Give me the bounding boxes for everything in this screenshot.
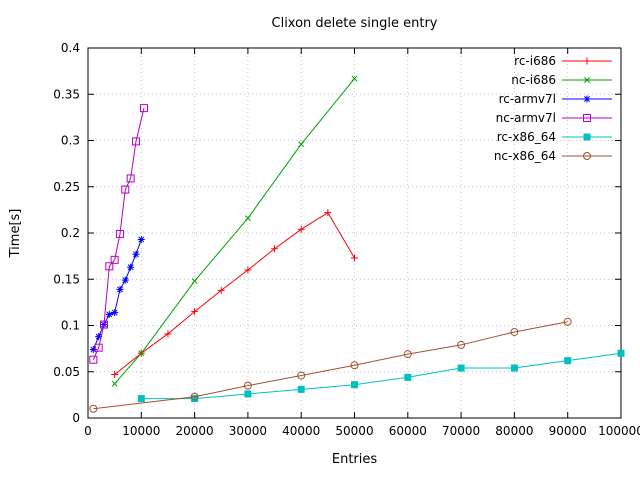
marker-square-filled <box>404 373 412 381</box>
marker-plus <box>351 254 358 262</box>
series-line-rc-i686 <box>114 211 355 375</box>
marker-asterisk <box>132 250 140 258</box>
marker-asterisk <box>89 346 97 354</box>
marker-circle-open <box>457 340 466 349</box>
marker-asterisk <box>95 333 103 341</box>
marker-circle-open <box>297 371 306 380</box>
x-tick-label: 60000 <box>389 424 427 438</box>
chart-title: Clixon delete single entry <box>271 16 438 31</box>
marker-square-filled <box>510 364 518 372</box>
marker-plus <box>583 57 591 65</box>
marker-cross <box>191 278 198 285</box>
marker-plus <box>111 371 119 379</box>
x-tick-label: 0 <box>84 424 92 438</box>
marker-asterisk <box>105 310 113 318</box>
series-line-nc-x86_64 <box>93 321 568 410</box>
legend-label-nc-armv7l: nc-armv7l <box>496 111 556 125</box>
legend-label-nc-x86_64: nc-x86_64 <box>494 149 556 163</box>
marker-plus <box>271 245 279 253</box>
y-tick-label: 0.3 <box>61 134 80 148</box>
series-line-nc-armv7l <box>92 108 145 360</box>
marker-cross <box>244 215 251 222</box>
marker-plus <box>297 225 305 233</box>
y-tick-label: 0.1 <box>61 319 80 333</box>
marker-circle-open <box>403 350 412 359</box>
y-tick-label: 0.2 <box>61 226 80 240</box>
marker-square-filled <box>244 390 252 398</box>
marker-circle-open <box>350 361 359 370</box>
marker-asterisk <box>137 235 145 243</box>
x-tick-label: 80000 <box>495 424 533 438</box>
marker-plus <box>244 266 252 274</box>
marker-plus <box>217 286 225 294</box>
x-tick-label: 10000 <box>122 424 160 438</box>
marker-asterisk <box>116 285 124 293</box>
legend-label-rc-i686: rc-i686 <box>514 54 556 68</box>
marker-asterisk <box>583 95 591 103</box>
marker-square-filled <box>351 381 358 389</box>
marker-circle-open <box>510 327 519 336</box>
marker-cross <box>111 380 118 387</box>
marker-square-filled <box>564 357 572 365</box>
marker-square-open <box>89 355 98 364</box>
marker-square-open <box>121 185 130 194</box>
series-line-nc-i686 <box>114 78 355 385</box>
marker-circle-open <box>563 317 572 326</box>
marker-cross <box>584 77 590 83</box>
marker-square-open <box>131 137 140 146</box>
marker-square-filled <box>617 349 625 357</box>
x-tick-label: 30000 <box>229 424 267 438</box>
y-tick-label: 0.05 <box>53 365 80 379</box>
marker-square-filled <box>137 395 145 403</box>
marker-circle-open <box>243 381 252 390</box>
series-line-rc-armv7l <box>92 239 142 350</box>
y-tick-label: 0.25 <box>53 180 80 194</box>
series-line-rc-x86_64 <box>141 352 622 400</box>
marker-square-open <box>115 229 124 238</box>
x-tick-label: 50000 <box>335 424 373 438</box>
marker-square-open <box>139 104 148 113</box>
marker-square-open <box>99 320 108 329</box>
y-tick-label: 0 <box>72 411 80 425</box>
marker-asterisk <box>127 263 135 271</box>
x-tick-label: 20000 <box>176 424 214 438</box>
marker-asterisk <box>121 276 129 284</box>
plot-border <box>87 47 622 419</box>
marker-square-filled <box>583 133 591 141</box>
marker-cross <box>298 141 305 148</box>
marker-square-open <box>126 174 135 183</box>
x-tick-label: 90000 <box>549 424 587 438</box>
marker-plus <box>191 308 199 316</box>
marker-square-filled <box>191 395 199 403</box>
marker-plus <box>164 330 172 338</box>
x-tick-label: 70000 <box>442 424 480 438</box>
marker-plus <box>324 209 332 217</box>
marker-square-open <box>94 343 103 352</box>
x-tick-label: 40000 <box>282 424 320 438</box>
marker-square-open <box>105 262 114 271</box>
marker-square-open <box>583 114 591 122</box>
marker-square-filled <box>297 385 305 393</box>
marker-square-open <box>110 255 119 264</box>
marker-circle-open <box>583 152 591 160</box>
marker-cross <box>351 75 358 82</box>
legend-label-rc-x86_64: rc-x86_64 <box>497 130 556 144</box>
legend-label-nc-i686: nc-i686 <box>511 73 556 87</box>
x-tick-label: 100000 <box>598 424 640 438</box>
marker-asterisk <box>111 309 119 317</box>
marker-cross <box>138 350 145 357</box>
y-tick-label: 0.15 <box>53 272 80 286</box>
y-tick-label: 0.4 <box>61 41 80 55</box>
marker-circle-open <box>190 392 199 401</box>
marker-square-filled <box>457 364 465 372</box>
marker-circle-open <box>89 404 98 413</box>
y-tick-label: 0.35 <box>53 87 80 101</box>
legend-label-rc-armv7l: rc-armv7l <box>499 92 556 106</box>
x-axis-label: Entries <box>331 452 378 467</box>
